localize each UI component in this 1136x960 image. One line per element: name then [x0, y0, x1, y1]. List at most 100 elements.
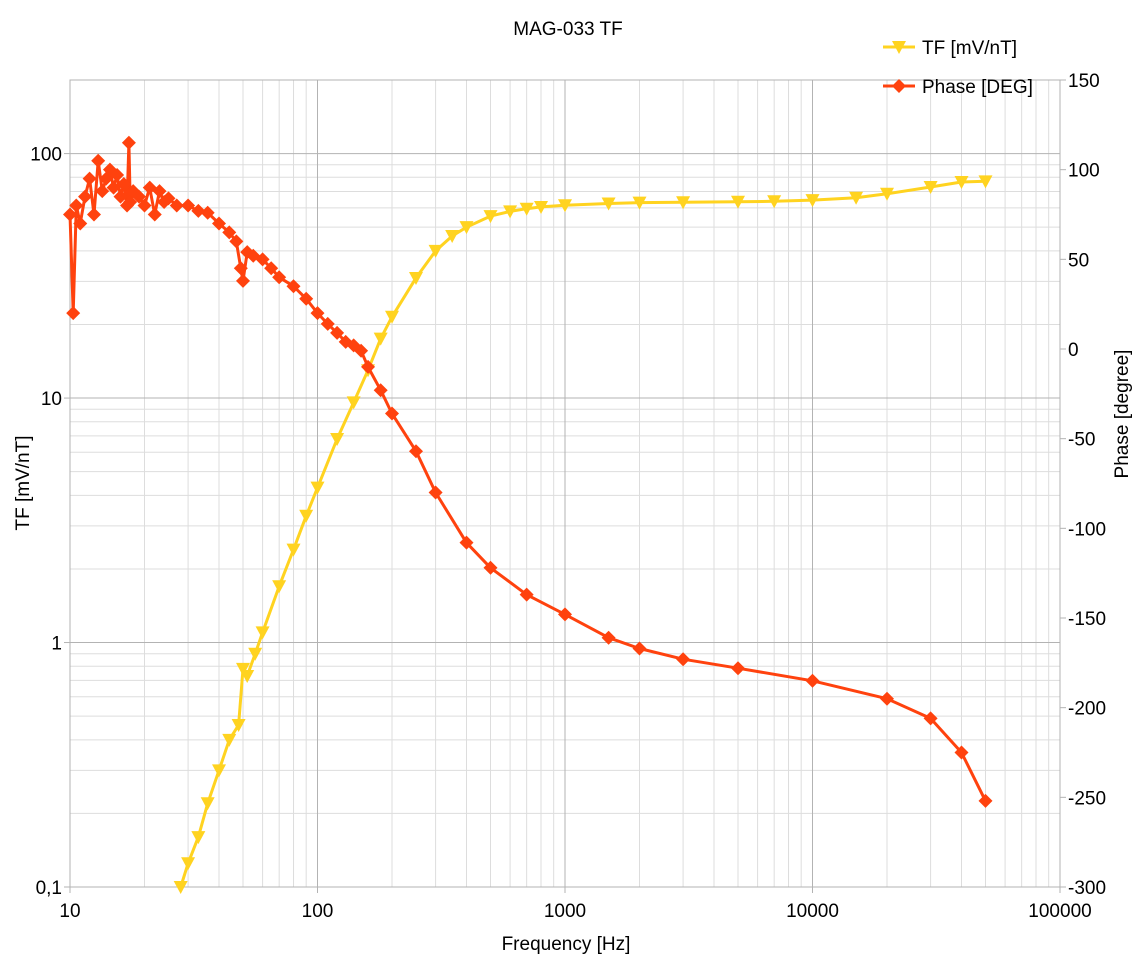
series-0-point [240, 669, 255, 683]
y-tick-label: 100 [30, 145, 62, 166]
y2-tick-label: -300 [1068, 878, 1106, 899]
series-1-point [152, 184, 167, 199]
series-0-point [235, 662, 250, 676]
series-1-point [63, 207, 77, 222]
series-0-point [255, 626, 270, 640]
series-0-point [601, 197, 616, 211]
series-1-point [222, 225, 237, 240]
series-1-point [161, 191, 176, 206]
y2-axis-ticks: 150 100 50 0 -50 -100 -150 -200 -250 -300 [1060, 71, 1106, 899]
y2-axis-title: Phase [degree] [1112, 350, 1133, 479]
series-0-point [954, 176, 969, 190]
series-0-point [408, 271, 423, 285]
series-1-point [91, 153, 106, 168]
series-0-point [181, 857, 196, 871]
y-tick-label: 1 [51, 634, 62, 655]
series-1-point [310, 306, 325, 321]
series-1-point [212, 216, 227, 231]
chart-title: MAG-033 TF [513, 19, 622, 40]
series-1-point [558, 607, 572, 622]
series-1-point [805, 673, 820, 688]
y2-tick-label: -100 [1068, 519, 1106, 540]
series-1-point [233, 261, 248, 276]
series-0-point [632, 196, 647, 210]
y-axis-title: TF [mV/nT] [13, 436, 34, 531]
series-1-point [95, 184, 110, 199]
series-1-point [601, 630, 616, 645]
series-0-point [248, 647, 263, 661]
x-tick-label: 10000 [786, 901, 839, 922]
series-1-point [123, 194, 138, 209]
y2-tick-label: -150 [1068, 609, 1106, 630]
series-0-point [923, 181, 938, 195]
series-1-point [264, 261, 279, 276]
series-1-point [676, 652, 691, 667]
series-1-point [361, 359, 376, 374]
series-1-group [63, 135, 993, 808]
series-0-point [200, 797, 215, 811]
series-1-point [169, 198, 184, 213]
series-1-point [373, 383, 388, 398]
y-tick-label: 10 [41, 389, 62, 410]
series-0-point [978, 175, 993, 189]
series-0-line [179, 179, 986, 888]
series-0-point [299, 509, 314, 523]
series-0-point [231, 718, 246, 732]
legend: TF [mV/nT] Phase [DEG] [883, 38, 1033, 98]
series-0-point [880, 187, 895, 201]
series-1-point [730, 661, 745, 676]
series-1-point [632, 641, 647, 656]
y2-tick-label: -200 [1068, 699, 1106, 720]
series-1-point [121, 135, 136, 150]
legend-item-phase: Phase [DEG] [883, 77, 1033, 98]
series-1-point [459, 535, 474, 550]
series-1-point [137, 198, 152, 213]
series-1-point [330, 325, 345, 340]
series-1-point [483, 560, 498, 575]
series-0-point [805, 194, 820, 208]
x-tick-label: 100000 [1028, 901, 1091, 922]
series-1-point [246, 248, 261, 263]
series-0-point [310, 481, 325, 495]
series-1-point [200, 205, 215, 220]
series-0-point [428, 244, 443, 258]
series-1-point [320, 316, 335, 331]
series-layer [63, 135, 993, 894]
series-0-point [286, 543, 301, 557]
series-1-point [147, 207, 162, 222]
series-1-point [519, 587, 534, 602]
series-1-point [235, 273, 250, 288]
series-0-point [385, 310, 400, 324]
series-1-point [73, 216, 88, 231]
series-0-point [191, 831, 206, 845]
series-0-point [767, 195, 782, 209]
y2-tick-label: 0 [1068, 340, 1079, 361]
x-tick-label: 1000 [544, 901, 586, 922]
series-1-point [880, 691, 895, 706]
x-axis-title: Frequency [Hz] [502, 934, 631, 955]
series-1-point [954, 745, 969, 760]
series-1-point [229, 234, 244, 249]
series-1-point [116, 177, 131, 192]
series-0-point [459, 221, 474, 235]
series-1-point [272, 270, 287, 285]
series-0-point [558, 199, 572, 213]
series-1-point [255, 252, 270, 267]
y-axis-ticks: 0,1 1 10 100 [30, 145, 70, 899]
legend-phase-label: Phase [DEG] [922, 77, 1033, 98]
series-0-point [849, 191, 864, 205]
series-1-point [354, 343, 369, 358]
series-0-point [445, 230, 460, 244]
legend-phase-marker-icon [892, 79, 906, 93]
series-1-point [191, 203, 206, 218]
series-0-point [272, 580, 287, 594]
legend-tf-label: TF [mV/nT] [922, 38, 1017, 59]
series-1-point [113, 189, 128, 204]
series-1-point [286, 279, 301, 294]
legend-tf-marker-icon [892, 41, 906, 54]
series-1-point [181, 198, 196, 213]
series-0-point [483, 210, 498, 224]
series-0-point [222, 733, 237, 747]
y2-tick-label: 100 [1068, 161, 1100, 182]
series-1-point [299, 291, 314, 306]
